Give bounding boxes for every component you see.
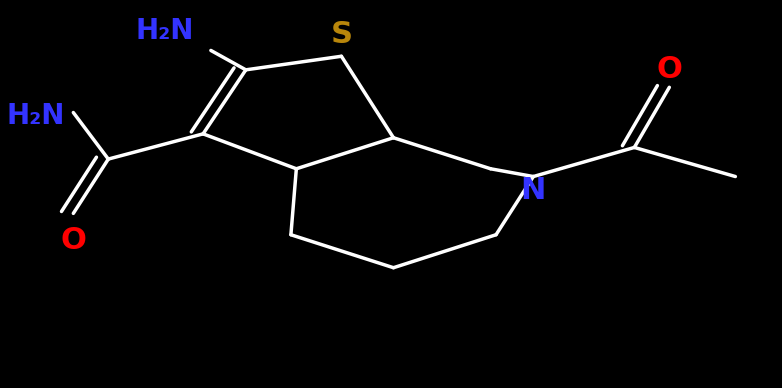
Text: O: O	[656, 55, 682, 84]
Text: O: O	[60, 226, 86, 255]
Text: N: N	[521, 176, 546, 204]
Text: H₂N: H₂N	[135, 17, 193, 45]
Text: S: S	[331, 21, 353, 49]
Text: H₂N: H₂N	[7, 102, 65, 130]
